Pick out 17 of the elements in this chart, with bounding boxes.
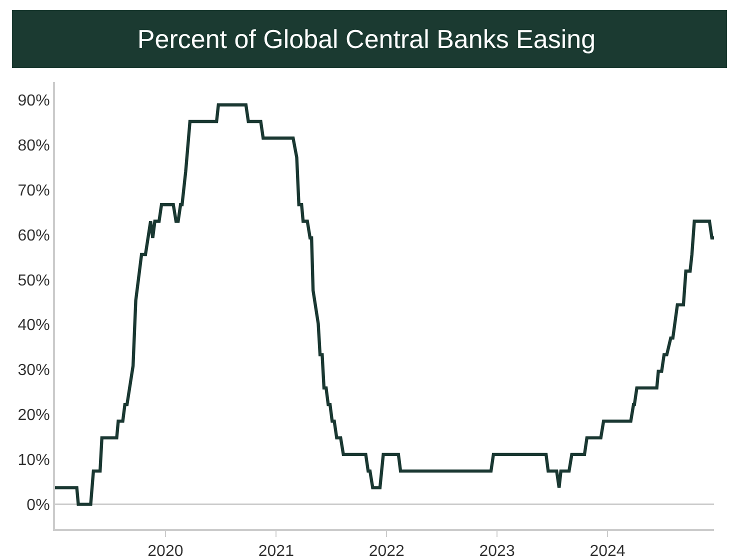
y-tick-label: 90% [18,92,50,110]
x-tick-label: 2024 [590,543,626,560]
y-tick-label: 80% [18,137,50,154]
y-tick-label: 60% [18,227,50,244]
x-tick-label: 2023 [479,543,515,560]
x-tick-label: 2021 [258,543,294,560]
y-tick-label: 70% [18,182,50,200]
chart-title: Percent of Global Central Banks Easing [137,24,596,54]
y-tick-label: 20% [18,407,50,424]
y-tick-label: 50% [18,272,50,290]
y-tick-label: 40% [18,317,50,334]
y-tick-label: 10% [18,452,50,469]
y-tick-label: 0% [26,496,50,514]
line-series [55,103,714,506]
x-tick-label: 2022 [368,543,405,560]
x-tick-label: 2020 [148,543,184,560]
y-tick-label: 30% [18,362,50,380]
